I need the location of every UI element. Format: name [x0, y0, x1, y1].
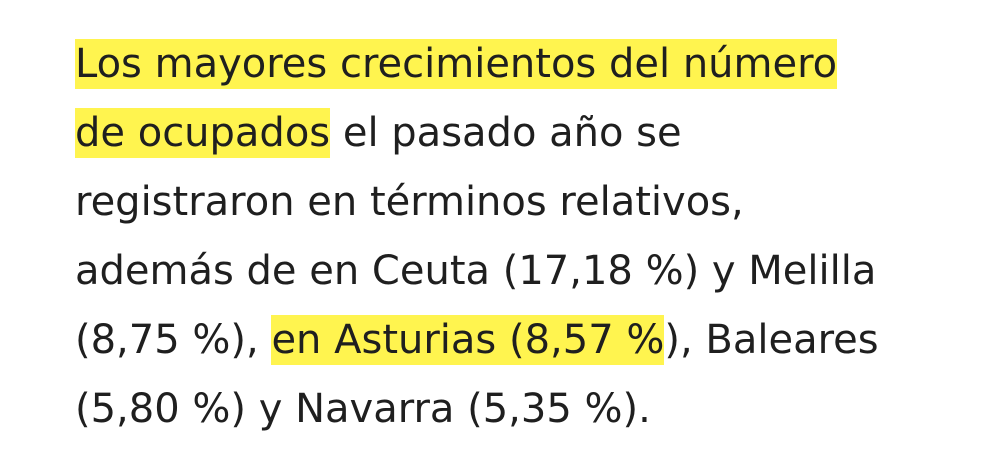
highlighted-text: de ocupados: [75, 108, 331, 158]
text: el pasado año se: [330, 110, 682, 156]
text-line: registraron en términos relativos,: [75, 168, 879, 237]
highlighted-text: en Asturias (8,57 %: [271, 315, 665, 365]
text-line: además de en Ceuta (17,18 %) y Melilla: [75, 237, 879, 306]
paragraph: Los mayores crecimientos del número de oc…: [75, 30, 879, 444]
text-line: (5,80 %) y Navarra (5,35 %).: [75, 375, 879, 444]
text-line: de ocupados el pasado año se: [75, 99, 879, 168]
highlighted-text: Los mayores crecimientos del número: [75, 39, 838, 89]
text: ), Baleares: [664, 317, 879, 363]
text: registraron en términos relativos,: [75, 179, 744, 225]
text: (5,80 %) y Navarra (5,35 %).: [75, 386, 651, 432]
text-line: Los mayores crecimientos del número: [75, 30, 879, 99]
text: además de en Ceuta (17,18 %) y Melilla: [75, 248, 877, 294]
text: (8,75 %),: [75, 317, 272, 363]
text-line: (8,75 %), en Asturias (8,57 %), Baleares: [75, 306, 879, 375]
